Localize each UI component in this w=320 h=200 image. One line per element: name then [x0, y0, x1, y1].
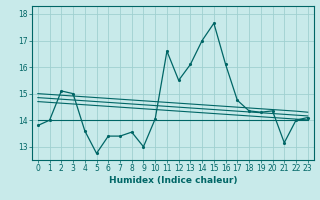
X-axis label: Humidex (Indice chaleur): Humidex (Indice chaleur)	[108, 176, 237, 185]
